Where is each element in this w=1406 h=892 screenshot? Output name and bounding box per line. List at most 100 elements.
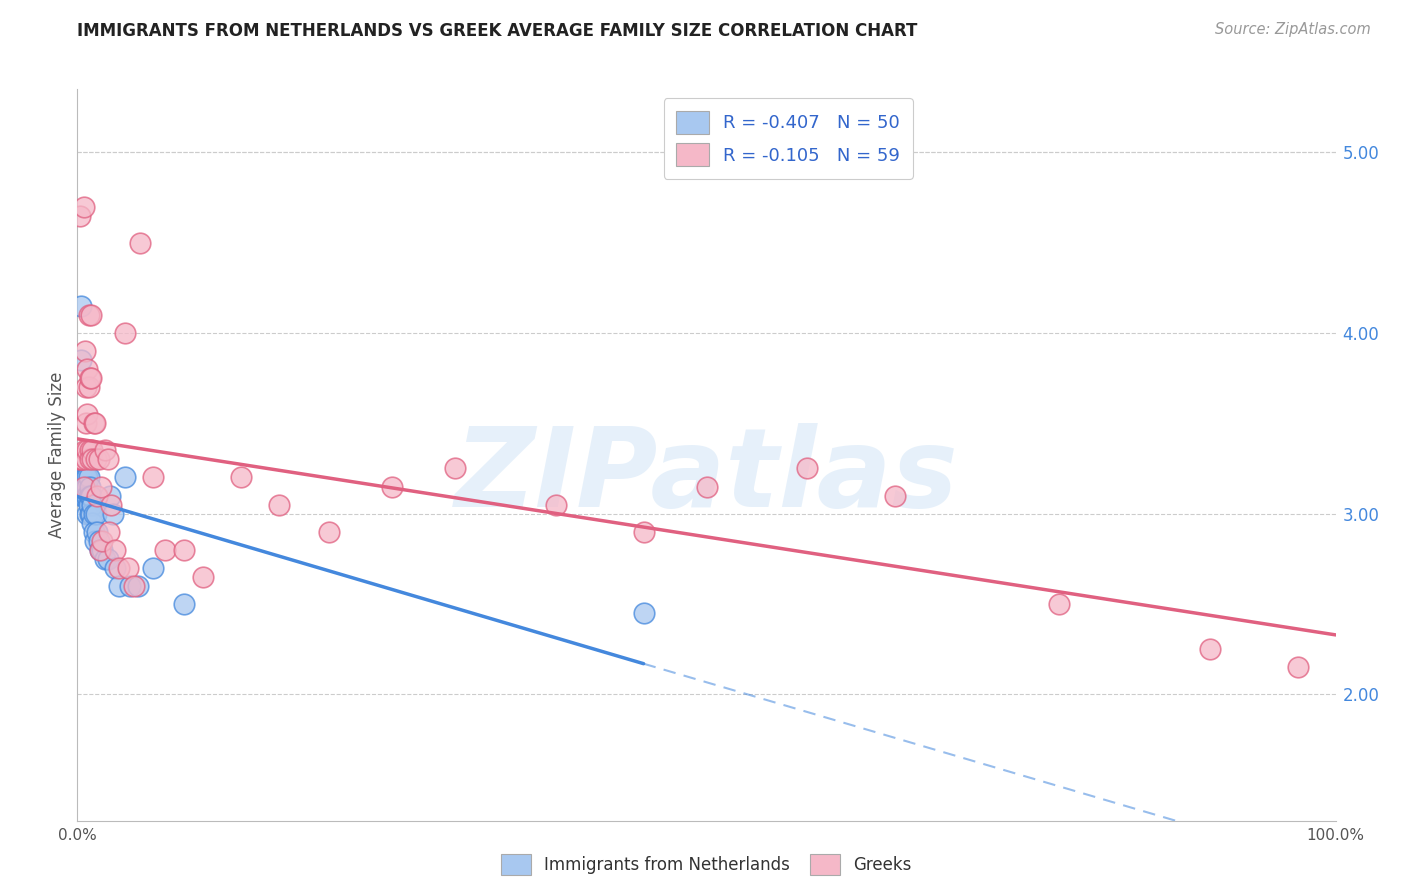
Point xyxy=(117,561,139,575)
Point xyxy=(696,479,718,493)
Point xyxy=(80,371,103,385)
Point xyxy=(84,452,107,467)
Point xyxy=(77,498,100,512)
Point xyxy=(544,498,567,512)
Point xyxy=(796,461,818,475)
Point xyxy=(69,209,91,223)
Point xyxy=(108,579,131,593)
Point xyxy=(72,452,94,467)
Point xyxy=(129,235,152,250)
Point xyxy=(89,542,111,557)
Point xyxy=(91,542,114,557)
Point xyxy=(142,470,165,484)
Point xyxy=(381,479,404,493)
Point xyxy=(67,452,90,467)
Point xyxy=(104,561,127,575)
Point xyxy=(73,452,96,467)
Point xyxy=(114,470,136,484)
Point xyxy=(90,479,112,493)
Point xyxy=(75,489,97,503)
Point xyxy=(79,479,101,493)
Point xyxy=(70,452,93,467)
Point xyxy=(86,489,108,503)
Point xyxy=(70,353,93,368)
Point xyxy=(75,479,97,493)
Point xyxy=(79,507,101,521)
Point xyxy=(76,489,98,503)
Point xyxy=(94,443,117,458)
Point xyxy=(77,470,100,484)
Point xyxy=(77,380,100,394)
Point xyxy=(114,326,136,340)
Point xyxy=(82,443,104,458)
Point xyxy=(77,489,100,503)
Point xyxy=(82,498,104,512)
Point xyxy=(79,443,101,458)
Point xyxy=(633,606,655,620)
Point xyxy=(155,542,177,557)
Point xyxy=(76,443,98,458)
Point xyxy=(96,551,118,566)
Point xyxy=(97,524,120,539)
Point xyxy=(83,417,105,431)
Point xyxy=(633,524,655,539)
Point xyxy=(79,371,101,385)
Point xyxy=(87,533,110,548)
Point xyxy=(76,362,98,376)
Point xyxy=(80,507,103,521)
Point xyxy=(884,489,907,503)
Legend: Immigrants from Netherlands, Greeks: Immigrants from Netherlands, Greeks xyxy=(495,847,918,882)
Point xyxy=(82,452,104,467)
Point xyxy=(69,452,91,467)
Point xyxy=(75,452,97,467)
Point xyxy=(89,542,111,557)
Point xyxy=(73,470,96,484)
Point xyxy=(76,479,98,493)
Point xyxy=(79,489,101,503)
Point xyxy=(80,308,103,322)
Point xyxy=(91,533,114,548)
Point xyxy=(229,470,252,484)
Point xyxy=(73,443,96,458)
Text: IMMIGRANTS FROM NETHERLANDS VS GREEK AVERAGE FAMILY SIZE CORRELATION CHART: IMMIGRANTS FROM NETHERLANDS VS GREEK AVE… xyxy=(77,22,918,40)
Text: ZIPatlas: ZIPatlas xyxy=(454,424,959,531)
Point xyxy=(444,461,467,475)
Point xyxy=(72,452,94,467)
Text: Source: ZipAtlas.com: Source: ZipAtlas.com xyxy=(1215,22,1371,37)
Point xyxy=(100,498,122,512)
Point xyxy=(98,489,121,503)
Point xyxy=(96,452,118,467)
Point xyxy=(72,470,94,484)
Point xyxy=(127,579,149,593)
Point xyxy=(142,561,165,575)
Point xyxy=(173,597,195,611)
Point xyxy=(1286,660,1309,674)
Point xyxy=(101,507,124,521)
Y-axis label: Average Family Size: Average Family Size xyxy=(48,372,66,538)
Point xyxy=(72,489,94,503)
Point xyxy=(75,452,97,467)
Point xyxy=(94,551,117,566)
Point xyxy=(73,344,96,359)
Point xyxy=(82,516,104,530)
Point xyxy=(77,308,100,322)
Point xyxy=(76,507,98,521)
Point xyxy=(120,579,142,593)
Point xyxy=(75,470,97,484)
Point xyxy=(83,524,105,539)
Point xyxy=(84,417,107,431)
Point xyxy=(83,507,105,521)
Point xyxy=(75,380,97,394)
Point xyxy=(122,579,145,593)
Point xyxy=(73,461,96,475)
Point xyxy=(108,561,131,575)
Point xyxy=(67,452,90,467)
Point xyxy=(79,452,101,467)
Point xyxy=(76,470,98,484)
Point xyxy=(72,200,94,214)
Point xyxy=(1047,597,1070,611)
Point xyxy=(87,452,110,467)
Point xyxy=(1199,642,1222,657)
Point xyxy=(72,489,94,503)
Point xyxy=(86,524,108,539)
